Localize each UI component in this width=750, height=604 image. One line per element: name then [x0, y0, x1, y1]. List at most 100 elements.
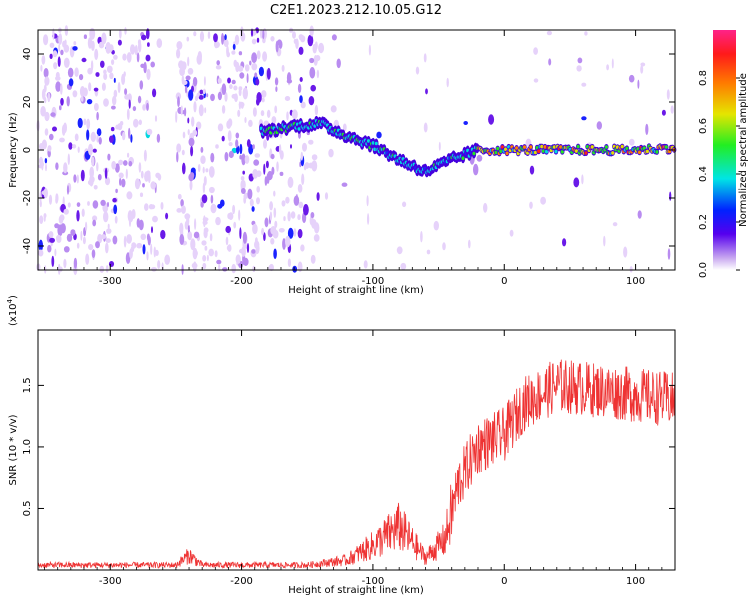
spectrogram-noise-blob	[426, 249, 431, 255]
spectrogram-noise-blob	[203, 76, 206, 86]
spectrogram-noise-blob	[244, 155, 250, 164]
spectrogram-noise-blob	[264, 217, 269, 228]
spectrogram-noise-blob	[603, 235, 606, 247]
spectrogram-noise-blob	[95, 72, 100, 77]
spectrogram-noise-blob	[341, 182, 348, 187]
spectrogram-noise-blob	[60, 83, 63, 95]
spectrogram-noise-blob	[202, 88, 206, 95]
spectrogram-noise-blob	[92, 219, 97, 227]
spectrogram-noise-blob	[119, 121, 124, 126]
spectrogram-noise-blob	[276, 161, 279, 172]
spectrogram-noise-blob	[115, 163, 120, 173]
spectrogram-noise-blob	[86, 129, 90, 141]
spectrogram-noise-blob	[273, 190, 276, 197]
spectrogram-noise-blob	[160, 229, 166, 240]
spectrogram-noise-blob	[629, 266, 633, 273]
spectrogram-noise-blob	[44, 158, 48, 164]
spectrogram-ridge-point	[537, 149, 541, 153]
spectrogram-noise-blob	[80, 169, 85, 182]
spectrogram-noise-blob	[251, 249, 256, 254]
spectrogram-noise-blob	[266, 67, 271, 80]
spectrogram-noise-blob	[128, 99, 131, 109]
spectrogram-noise-blob	[297, 184, 303, 193]
spectrogram-noise-blob	[263, 163, 266, 175]
spectrogram-noise-blob	[41, 55, 46, 65]
spectrogram-noise-blob	[252, 169, 259, 179]
spectrogram-noise-blob	[125, 168, 128, 179]
spectrogram-noise-blob	[140, 233, 147, 240]
snr-y-tick-label: 0.5	[22, 501, 33, 517]
colorbar-ticks: 0.0 0.2 0.4 0.6 0.8	[698, 70, 740, 278]
spectrogram-noise-blob	[107, 46, 113, 53]
spectrogram-noise-blob	[336, 58, 341, 69]
spectrogram-noise-blob	[253, 159, 260, 166]
spectrogram-noise-blob	[188, 89, 194, 101]
spectrogram-noise-blob	[142, 183, 145, 188]
spectrogram-y-tick-label: 40	[22, 48, 33, 61]
spectrogram-noise-blob	[262, 51, 268, 62]
spectrogram-noise-blob	[231, 263, 236, 274]
spectrogram-noise-blob	[57, 56, 61, 67]
spectrogram-noise-blob	[99, 265, 105, 273]
spectrogram-noise-blob	[463, 121, 469, 125]
spectrogram-noise-blob	[70, 229, 76, 236]
spectrogram-noise-blob	[156, 38, 163, 49]
spectrogram-noise-blob	[77, 117, 83, 129]
spectrogram-noise-blob	[68, 142, 73, 150]
spectrogram-noise-blob	[41, 190, 47, 195]
spectrogram-noise-blob	[307, 34, 314, 47]
spectrogram-noise-blob	[66, 96, 70, 107]
spectrogram-noise-blob	[290, 211, 296, 219]
spectrogram-noise-blob	[134, 45, 138, 56]
spectrogram-noise-blob	[287, 227, 294, 239]
spectrogram-ridge-point	[655, 150, 659, 154]
spectrogram-noise-blob	[83, 87, 88, 97]
spectrogram-noise-blob	[60, 49, 64, 56]
spectrogram-ridge-point	[500, 145, 504, 149]
spectrogram-noise-blob	[562, 238, 567, 247]
spectrogram-noise-blob	[96, 128, 102, 137]
spectrogram-noise-blob	[111, 160, 117, 170]
spectrogram-noise-blob	[44, 111, 50, 122]
spectrogram-ridge-point	[620, 144, 624, 149]
spectrogram-noise-blob	[52, 126, 57, 132]
spectrogram-noise-blob	[256, 37, 260, 43]
spectrogram-noise-blob	[55, 81, 61, 92]
spectrogram-noise-blob	[53, 62, 58, 70]
spectrogram-x-tick-label: -100	[362, 276, 385, 287]
spectrogram-noise-blob	[117, 39, 122, 46]
spectrogram-noise-blob	[363, 260, 368, 269]
spectrogram-noise-blob	[97, 174, 102, 181]
spectrogram-noise-blob	[293, 228, 297, 237]
spectrogram-noise-blob	[111, 105, 116, 110]
spectrogram-noise-blob	[181, 205, 186, 214]
snr-x-tick-label: -300	[99, 576, 122, 587]
snr-x-tick-label: -100	[362, 576, 385, 587]
spectrogram-noise-blob	[328, 148, 334, 158]
spectrogram-noise-blob	[150, 243, 153, 255]
spectrogram-noise-blob	[216, 259, 222, 265]
spectrogram-noise-blob	[59, 137, 65, 143]
colorbar-tick-label: 0.4	[698, 166, 709, 182]
spectrogram-noise-blob	[224, 92, 228, 102]
spectrogram-noise-blob	[231, 79, 236, 85]
spectrogram-noise-blob	[227, 77, 231, 84]
spectrogram-noise-blob	[115, 188, 118, 194]
spectrogram-noise-blob	[89, 27, 96, 40]
spectrogram-noise-blob	[114, 215, 118, 224]
spectrogram-noise-blob	[130, 44, 134, 54]
spectrogram-noise-blob	[98, 41, 105, 49]
spectrogram-noise-blob	[239, 154, 243, 160]
spectrogram-ridge-point	[615, 145, 620, 149]
spectrogram-noise-blob	[226, 120, 232, 129]
spectrogram-ridge-point	[371, 141, 375, 145]
spectrogram-noise-blob	[221, 83, 227, 95]
spectrogram-noise-blob	[239, 227, 242, 240]
spectrogram-noise-blob	[246, 243, 250, 253]
spectrogram-noise-blob	[215, 144, 219, 149]
spectrogram-noise-blob	[63, 162, 68, 174]
spectrogram-noise-blob	[400, 262, 407, 270]
spectrogram-noise-blob	[64, 39, 67, 46]
spectrogram-noise-blob	[202, 166, 205, 174]
